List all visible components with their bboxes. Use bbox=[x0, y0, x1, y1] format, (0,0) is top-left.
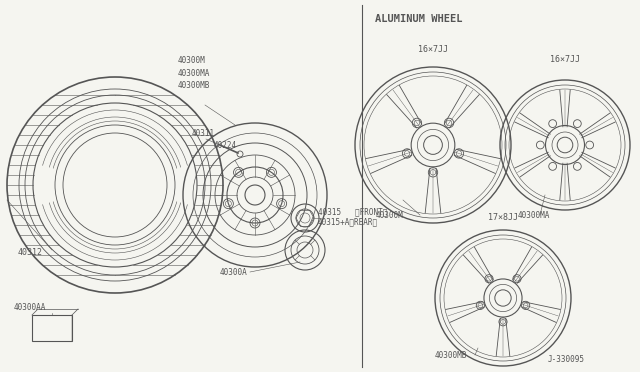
Text: 40300MA: 40300MA bbox=[518, 211, 550, 220]
Text: 40311: 40311 bbox=[192, 129, 215, 138]
Text: J-330095: J-330095 bbox=[548, 355, 585, 364]
Text: 40312: 40312 bbox=[18, 248, 43, 257]
Text: 16×7JJ: 16×7JJ bbox=[418, 45, 448, 54]
Text: 16×7JJ: 16×7JJ bbox=[550, 55, 580, 64]
Text: 40300A: 40300A bbox=[220, 268, 248, 277]
Text: ALUMINUM WHEEL: ALUMINUM WHEEL bbox=[375, 14, 463, 24]
Text: 40300M
40300MA
40300MB: 40300M 40300MA 40300MB bbox=[178, 56, 211, 90]
Text: 17×8JJ: 17×8JJ bbox=[488, 213, 518, 222]
Text: 40315   （FRONT）: 40315 （FRONT） bbox=[318, 207, 387, 216]
Text: 40315+A（REAR）: 40315+A（REAR） bbox=[318, 217, 378, 226]
Text: 40300M: 40300M bbox=[376, 211, 404, 220]
Bar bbox=[32, 315, 72, 341]
Text: 40300MB: 40300MB bbox=[435, 351, 467, 360]
Text: 40300AA: 40300AA bbox=[14, 303, 46, 312]
Text: 40224: 40224 bbox=[214, 141, 237, 150]
